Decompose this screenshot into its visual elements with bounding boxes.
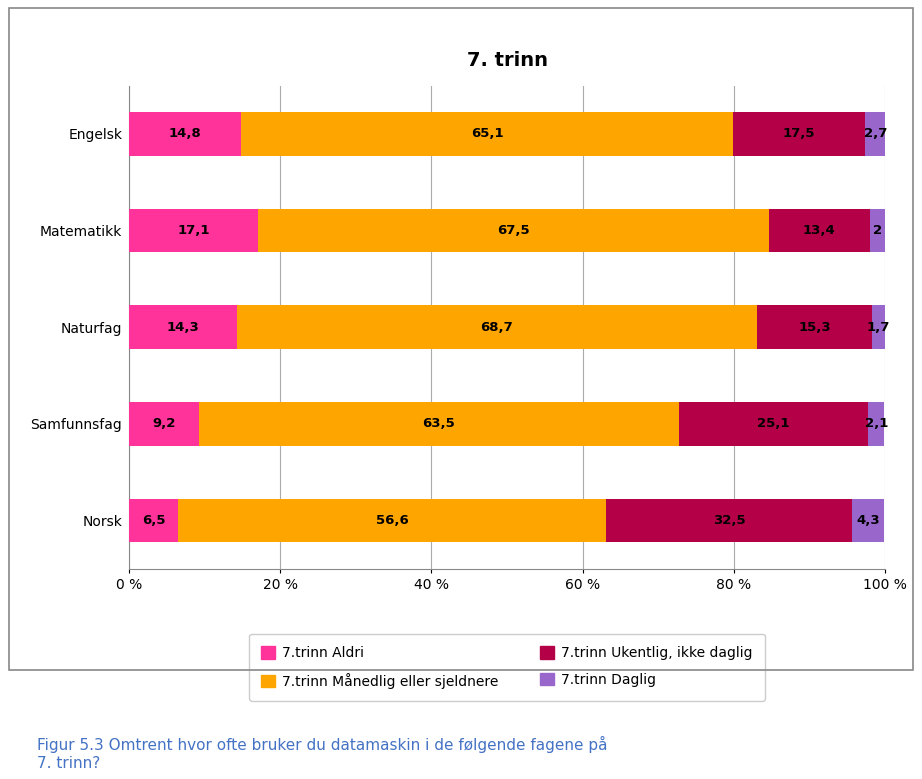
Text: 4,3: 4,3 [857, 514, 880, 527]
Bar [237, 305, 757, 349]
Bar [757, 305, 872, 349]
Bar [178, 499, 606, 542]
Text: 9,2: 9,2 [152, 418, 175, 430]
Text: 2,7: 2,7 [864, 128, 887, 140]
Text: 65,1: 65,1 [471, 128, 503, 140]
Bar [129, 112, 241, 156]
Title: 7. trinn: 7. trinn [467, 51, 548, 70]
Bar [870, 209, 885, 252]
Text: Figur 5.3 Omtrent hvor ofte bruker du datamaskin i de følgende fagene på
7. trin: Figur 5.3 Omtrent hvor ofte bruker du da… [37, 736, 608, 770]
Text: 68,7: 68,7 [480, 321, 514, 333]
Bar [866, 112, 886, 156]
Text: 32,5: 32,5 [713, 514, 745, 527]
Text: 6,5: 6,5 [142, 514, 165, 527]
Text: 67,5: 67,5 [497, 224, 530, 237]
Text: 13,4: 13,4 [803, 224, 835, 237]
Text: 15,3: 15,3 [798, 321, 831, 333]
Text: 25,1: 25,1 [757, 418, 790, 430]
Bar [129, 499, 178, 542]
Bar [129, 305, 237, 349]
Text: 2: 2 [873, 224, 882, 237]
Text: 17,1: 17,1 [177, 224, 210, 237]
Bar [733, 112, 866, 156]
Bar [872, 305, 885, 349]
Bar [129, 402, 198, 446]
Text: 14,3: 14,3 [167, 321, 199, 333]
Bar [198, 402, 679, 446]
Bar [129, 209, 258, 252]
Text: 2,1: 2,1 [865, 418, 888, 430]
Text: 17,5: 17,5 [783, 128, 816, 140]
Bar [258, 209, 769, 252]
Text: 1,7: 1,7 [867, 321, 891, 333]
Text: 56,6: 56,6 [376, 514, 408, 527]
Text: 14,8: 14,8 [169, 128, 201, 140]
Bar [679, 402, 869, 446]
Bar [769, 209, 870, 252]
Bar [852, 499, 884, 542]
Bar [869, 402, 884, 446]
Bar [606, 499, 852, 542]
Bar [241, 112, 733, 156]
Text: 63,5: 63,5 [422, 418, 455, 430]
Legend: 7.trinn Aldri, 7.trinn Månedlig eller sjeldnere, 7.trinn Ukentlig, ikke daglig, : 7.trinn Aldri, 7.trinn Månedlig eller sj… [249, 633, 765, 701]
